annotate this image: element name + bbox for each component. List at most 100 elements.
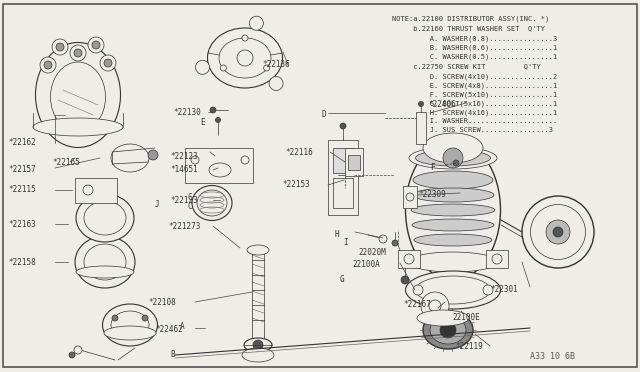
Text: *22153: *22153 [282, 180, 310, 189]
Text: *22108: *22108 [148, 298, 176, 307]
Circle shape [392, 240, 398, 246]
Bar [333, 178, 353, 208]
Ellipse shape [242, 348, 274, 362]
Circle shape [483, 285, 493, 295]
Circle shape [142, 315, 148, 321]
Circle shape [195, 60, 209, 74]
Circle shape [210, 107, 216, 113]
Text: *22123: *22123 [170, 196, 198, 205]
Ellipse shape [84, 201, 126, 235]
Bar [348, 155, 360, 170]
Text: C: C [188, 193, 193, 202]
Ellipse shape [76, 194, 134, 242]
Ellipse shape [406, 140, 500, 280]
Text: b.22160 THRUST WASHER SET  Q'TY: b.22160 THRUST WASHER SET Q'TY [392, 25, 545, 31]
Circle shape [250, 16, 264, 30]
Circle shape [104, 59, 112, 67]
Ellipse shape [412, 188, 494, 202]
Text: *22167: *22167 [403, 300, 431, 309]
Circle shape [83, 185, 93, 195]
Circle shape [413, 285, 423, 295]
Text: 22020M: 22020M [358, 248, 386, 257]
Text: *22115: *22115 [8, 185, 36, 194]
Circle shape [492, 254, 502, 264]
Circle shape [546, 220, 570, 244]
Bar [75, 178, 117, 203]
Circle shape [220, 65, 227, 71]
Circle shape [69, 352, 75, 358]
Ellipse shape [414, 234, 492, 246]
Ellipse shape [408, 252, 498, 272]
Text: H: H [335, 230, 340, 239]
Text: F. SCREW(5x10)...............1: F. SCREW(5x10)...............1 [400, 91, 557, 97]
Text: *22309: *22309 [418, 190, 445, 199]
Ellipse shape [406, 271, 500, 309]
Text: *22123: *22123 [170, 152, 198, 161]
Text: E. SCREW(4x8)................1: E. SCREW(4x8)................1 [400, 82, 557, 89]
Ellipse shape [209, 163, 231, 177]
Circle shape [74, 49, 82, 57]
Text: J. SUS SCREW................3: J. SUS SCREW................3 [400, 127, 553, 133]
Text: A33 10 6B: A33 10 6B [530, 352, 575, 361]
Ellipse shape [531, 205, 586, 260]
Circle shape [216, 118, 221, 122]
Bar [252, 250, 264, 345]
Bar [416, 112, 426, 144]
Ellipse shape [104, 326, 156, 340]
Circle shape [88, 37, 104, 53]
Ellipse shape [415, 276, 490, 304]
Circle shape [264, 65, 269, 71]
Ellipse shape [33, 118, 123, 136]
Circle shape [92, 41, 100, 49]
Ellipse shape [417, 310, 469, 326]
Text: G: G [340, 275, 344, 284]
Circle shape [419, 102, 424, 106]
Text: *22119: *22119 [455, 342, 483, 351]
Text: B. WASHER(0.6)...............1: B. WASHER(0.6)...............1 [400, 44, 557, 51]
Ellipse shape [76, 266, 134, 278]
Circle shape [241, 156, 249, 164]
Text: 22100E: 22100E [452, 313, 480, 322]
Ellipse shape [197, 190, 227, 216]
Bar [333, 148, 353, 173]
Text: D: D [322, 110, 326, 119]
Circle shape [269, 77, 283, 90]
Text: *22157: *22157 [8, 165, 36, 174]
Text: B: B [170, 350, 175, 359]
Circle shape [148, 150, 158, 160]
Bar [345, 148, 363, 176]
Ellipse shape [51, 62, 106, 132]
Circle shape [429, 300, 441, 312]
Text: I: I [343, 238, 348, 247]
Text: H. SCREW(4x16)...............1: H. SCREW(4x16)...............1 [400, 109, 557, 115]
Text: *22158: *22158 [8, 258, 36, 267]
Circle shape [440, 322, 456, 338]
Ellipse shape [409, 147, 497, 169]
Text: 22100A: 22100A [352, 260, 380, 269]
Bar [398, 250, 420, 268]
Text: G. BOLT(5x16)................1: G. BOLT(5x16)................1 [400, 100, 557, 106]
Bar [403, 186, 417, 208]
Text: *22162: *22162 [8, 138, 36, 147]
Text: *22165: *22165 [52, 158, 80, 167]
Text: C: C [188, 202, 193, 211]
Ellipse shape [411, 204, 495, 216]
Bar [328, 140, 358, 215]
Circle shape [237, 50, 253, 66]
Circle shape [191, 156, 199, 164]
Circle shape [102, 190, 108, 196]
Ellipse shape [192, 186, 232, 221]
Ellipse shape [247, 245, 269, 255]
Text: *22301: *22301 [490, 285, 518, 294]
Text: *14651: *14651 [170, 165, 198, 174]
Circle shape [70, 45, 86, 61]
Ellipse shape [413, 171, 493, 189]
Circle shape [421, 292, 449, 320]
Text: I. WASHER.....................: I. WASHER..................... [400, 118, 557, 124]
Ellipse shape [415, 150, 490, 166]
Circle shape [401, 276, 409, 284]
Text: A. WASHER(0.8)...............3: A. WASHER(0.8)...............3 [400, 35, 557, 42]
Bar [486, 250, 508, 268]
Circle shape [56, 43, 64, 51]
Circle shape [253, 340, 263, 350]
